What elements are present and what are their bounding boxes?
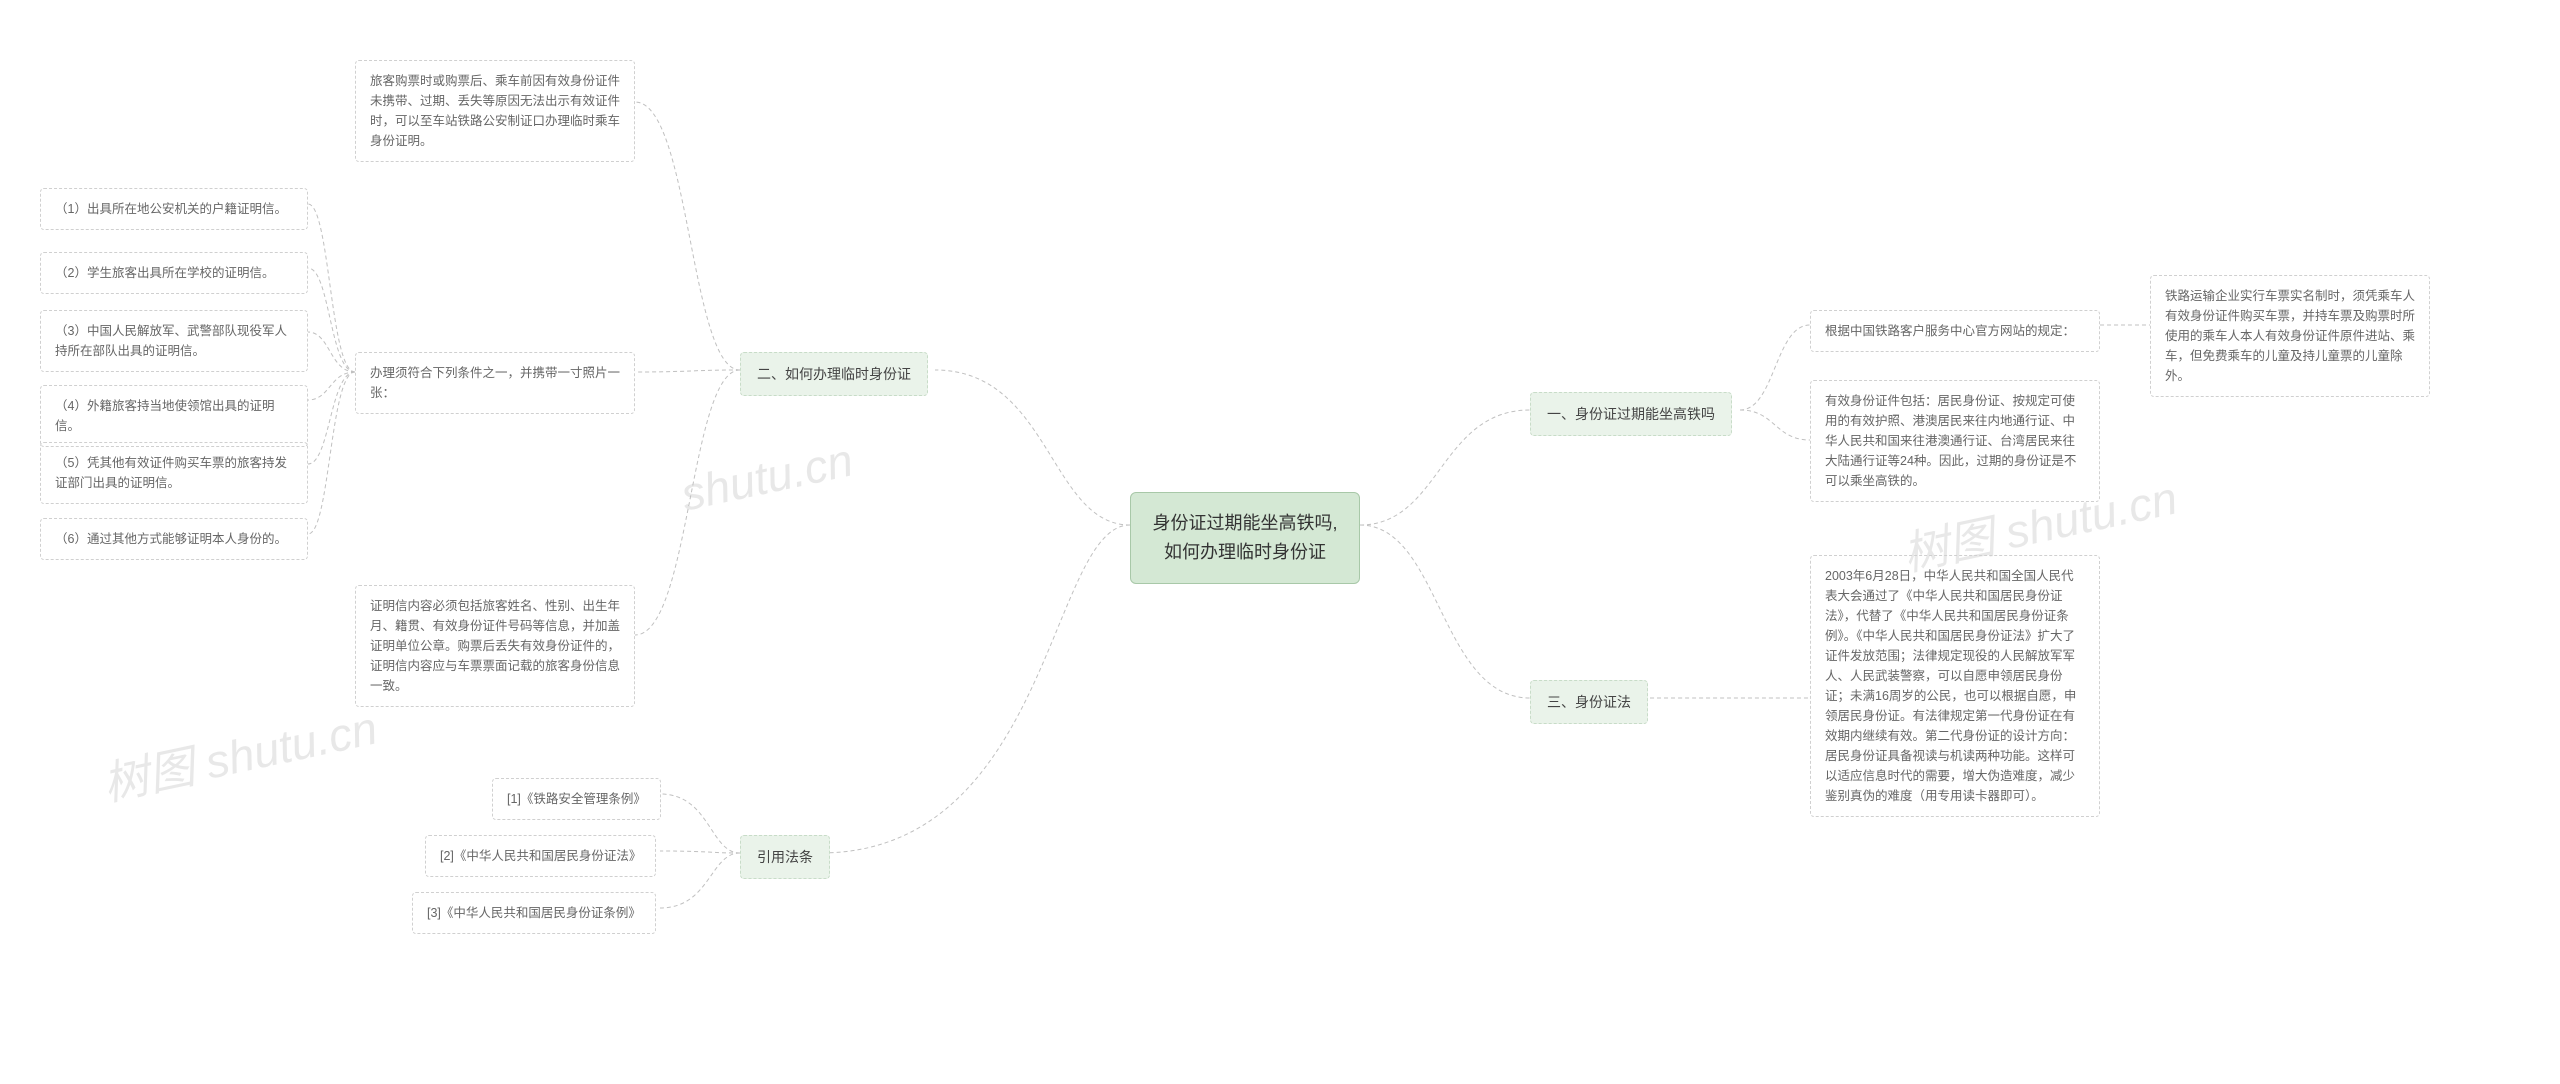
- branch-2-child-1-text: 旅客购票时或购票后、乘车前因有效身份证件未携带、过期、丢失等原因无法出示有效证件…: [370, 74, 620, 148]
- branch-4-item-1: [2]《中华人民共和国居民身份证法》: [425, 835, 656, 877]
- branch-2-item-5: （6）通过其他方式能够证明本人身份的。: [40, 518, 308, 560]
- branch-3-child-1: 2003年6月28日，中华人民共和国全国人民代表大会通过了《中华人民共和国居民身…: [1810, 555, 2100, 817]
- branch-4-item-2: [3]《中华人民共和国居民身份证条例》: [412, 892, 656, 934]
- branch-1: 一、身份证过期能坐高铁吗: [1530, 392, 1732, 436]
- branch-3-child-1-text: 2003年6月28日，中华人民共和国全国人民代表大会通过了《中华人民共和国居民身…: [1825, 569, 2076, 803]
- watermark-2: shutu.cn: [676, 433, 857, 522]
- branch-2-child-1: 旅客购票时或购票后、乘车前因有效身份证件未携带、过期、丢失等原因无法出示有效证件…: [355, 60, 635, 162]
- branch-2-child-2-label: 办理须符合下列条件之一，并携带一寸照片一张：: [355, 352, 635, 414]
- root-node: 身份证过期能坐高铁吗,如何办理临时身份证: [1130, 492, 1360, 584]
- branch-1-child-2: 有效身份证件包括：居民身份证、按规定可使用的有效护照、港澳居民来往内地通行证、中…: [1810, 380, 2100, 502]
- branch-2-child-3-text: 证明信内容必须包括旅客姓名、性别、出生年月、籍贯、有效身份证件号码等信息，并加盖…: [370, 599, 620, 693]
- branch-4-item-0-text: [1]《铁路安全管理条例》: [507, 792, 646, 806]
- branch-2-item-1: （2）学生旅客出具所在学校的证明信。: [40, 252, 308, 294]
- branch-2-item-2-text: （3）中国人民解放军、武警部队现役军人持所在部队出具的证明信。: [55, 324, 287, 358]
- branch-4: 引用法条: [740, 835, 830, 879]
- branch-1-child-2-text: 有效身份证件包括：居民身份证、按规定可使用的有效护照、港澳居民来往内地通行证、中…: [1825, 394, 2076, 488]
- watermark-1: 树图 shutu.cn: [96, 692, 382, 815]
- branch-2-title: 二、如何办理临时身份证: [757, 366, 911, 382]
- root-title: 身份证过期能坐高铁吗,如何办理临时身份证: [1153, 513, 1338, 562]
- branch-1-child-1-detail: 铁路运输企业实行车票实名制时，须凭乘车人有效身份证件购买车票，并持车票及购票时所…: [2150, 275, 2430, 397]
- branch-2-child-3: 证明信内容必须包括旅客姓名、性别、出生年月、籍贯、有效身份证件号码等信息，并加盖…: [355, 585, 635, 707]
- branch-2-child-2-label-text: 办理须符合下列条件之一，并携带一寸照片一张：: [370, 366, 620, 400]
- branch-3: 三、身份证法: [1530, 680, 1648, 724]
- branch-2-item-2: （3）中国人民解放军、武警部队现役军人持所在部队出具的证明信。: [40, 310, 308, 372]
- branch-4-item-0: [1]《铁路安全管理条例》: [492, 778, 661, 820]
- branch-2-item-3: （4）外籍旅客持当地使领馆出具的证明信。: [40, 385, 308, 447]
- branch-1-title: 一、身份证过期能坐高铁吗: [1547, 406, 1715, 422]
- branch-2-item-5-text: （6）通过其他方式能够证明本人身份的。: [55, 532, 287, 546]
- branch-3-title: 三、身份证法: [1547, 694, 1631, 710]
- branch-2-item-4: （5）凭其他有效证件购买车票的旅客持发证部门出具的证明信。: [40, 442, 308, 504]
- branch-2-item-3-text: （4）外籍旅客持当地使领馆出具的证明信。: [55, 399, 274, 433]
- branch-4-item-1-text: [2]《中华人民共和国居民身份证法》: [440, 849, 641, 863]
- branch-4-title: 引用法条: [757, 849, 813, 865]
- branch-2-item-0: （1）出具所在地公安机关的户籍证明信。: [40, 188, 308, 230]
- branch-4-item-2-text: [3]《中华人民共和国居民身份证条例》: [427, 906, 641, 920]
- branch-2-item-0-text: （1）出具所在地公安机关的户籍证明信。: [55, 202, 287, 216]
- branch-2-item-1-text: （2）学生旅客出具所在学校的证明信。: [55, 266, 274, 280]
- branch-1-child-1-detail-text: 铁路运输企业实行车票实名制时，须凭乘车人有效身份证件购买车票，并持车票及购票时所…: [2165, 289, 2415, 383]
- branch-2-item-4-text: （5）凭其他有效证件购买车票的旅客持发证部门出具的证明信。: [55, 456, 287, 490]
- branch-1-child-1-label-text: 根据中国铁路客户服务中心官方网站的规定：: [1825, 324, 2075, 338]
- branch-1-child-1-label: 根据中国铁路客户服务中心官方网站的规定：: [1810, 310, 2100, 352]
- branch-2: 二、如何办理临时身份证: [740, 352, 928, 396]
